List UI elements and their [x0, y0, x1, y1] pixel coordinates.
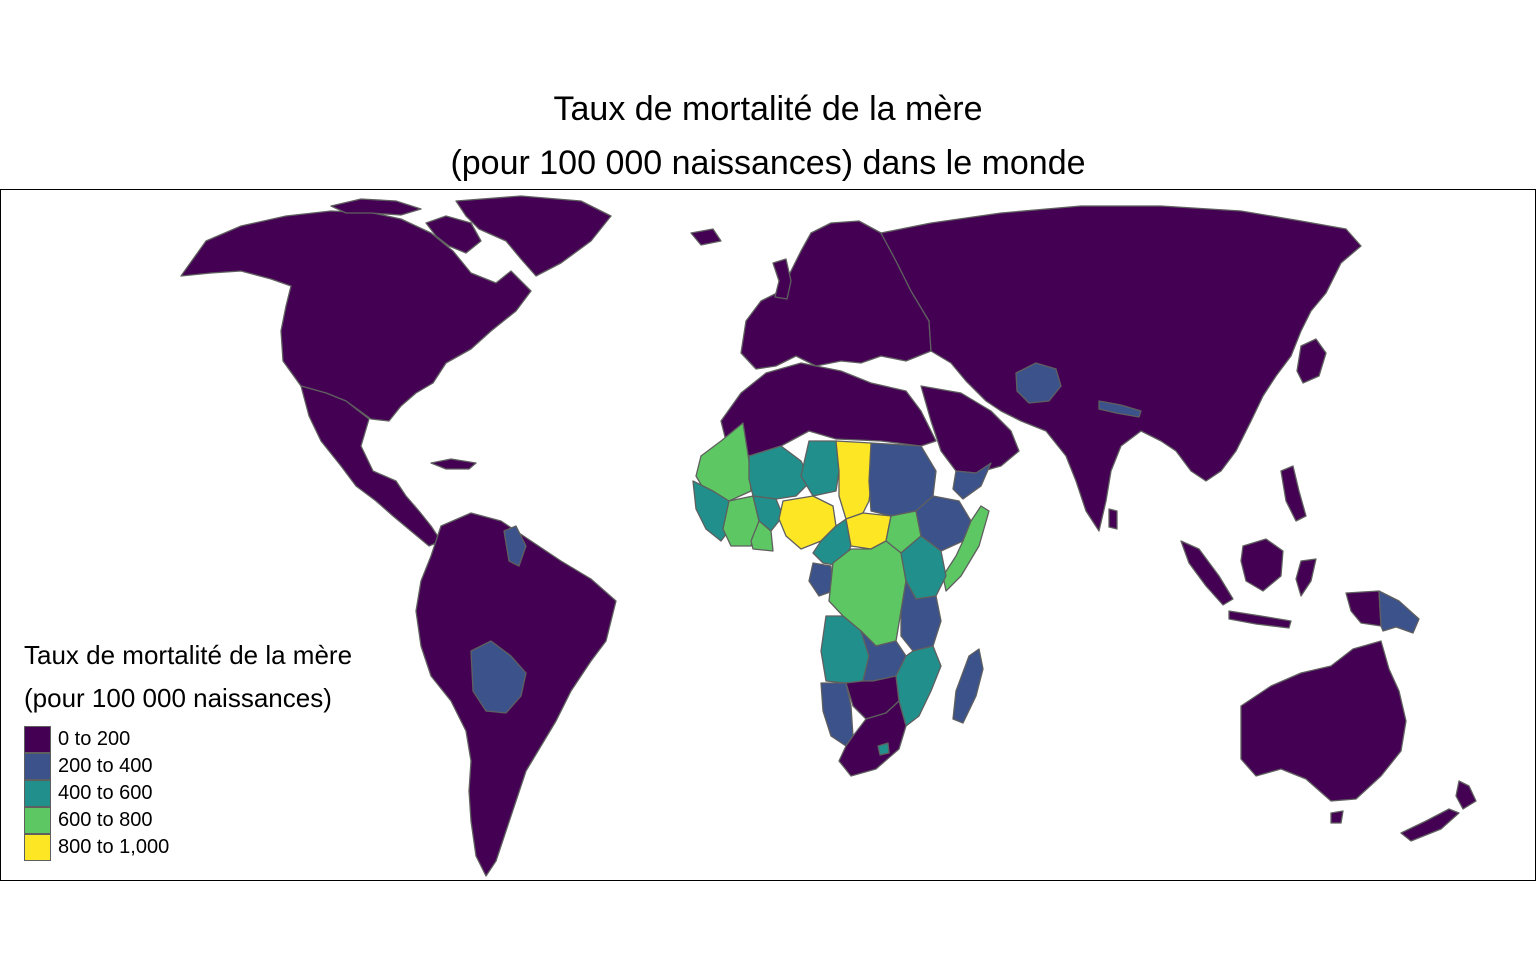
region-java [1228, 610, 1292, 629]
region-mexico-central-america [300, 385, 442, 547]
legend-label: 200 to 400 [58, 755, 153, 777]
map-frame [0, 189, 1536, 881]
legend-title-line-2: (pour 100 000 naissances) [24, 683, 332, 713]
region-west-papua [1345, 590, 1382, 627]
region-chad [835, 440, 874, 520]
region-guyana [503, 525, 527, 567]
legend-swatch [24, 753, 51, 780]
region-sri-lanka [1108, 508, 1118, 530]
region-new-zealand-south [1400, 808, 1460, 842]
region-borneo [1240, 538, 1284, 592]
chart-title-line-1: Taux de mortalité de la mère [553, 90, 983, 128]
legend-item: 600 to 800 [24, 807, 352, 834]
region-mauritania [695, 422, 752, 502]
legend-swatch [24, 780, 51, 807]
region-sulawesi [1295, 558, 1317, 597]
region-australia [1240, 640, 1407, 802]
legend-swatch [24, 834, 51, 861]
region-cuba [430, 458, 477, 470]
region-papua-new-guinea [1378, 590, 1420, 634]
region-south-africa [838, 700, 907, 777]
legend-item: 800 to 1,000 [24, 834, 352, 861]
legend-swatch [24, 726, 51, 753]
region-greenland [455, 195, 612, 277]
region-gabon [808, 562, 834, 597]
region-iceland [690, 228, 722, 246]
region-new-zealand-north [1455, 780, 1477, 810]
region-afghanistan [1015, 362, 1062, 404]
region-baffin [425, 215, 482, 254]
region-north-america [180, 210, 532, 422]
legend-label: 600 to 800 [58, 809, 153, 831]
legend-label: 400 to 600 [58, 782, 153, 804]
legend-swatch [24, 807, 51, 834]
region-arctic-islands [330, 198, 422, 216]
region-arabia [920, 385, 1020, 474]
chart-title-line-2: (pour 100 000 naissances) dans le monde [450, 144, 1086, 182]
region-bolivia [470, 640, 527, 714]
region-somalia [942, 505, 990, 592]
world-map [180, 195, 1477, 877]
region-mali [748, 445, 812, 500]
region-horn-of-africa [952, 462, 992, 500]
region-madagascar [952, 648, 984, 724]
legend-item: 200 to 400 [24, 753, 352, 780]
legend-item: 0 to 200 [24, 726, 352, 753]
region-uk [772, 258, 792, 300]
region-nepal [1098, 400, 1142, 418]
region-philippines [1280, 465, 1307, 522]
legend-item: 400 to 600 [24, 780, 352, 807]
region-sumatra [1180, 540, 1234, 606]
region-russia-asia [880, 205, 1362, 532]
legend-label: 0 to 200 [58, 728, 131, 750]
region-lesotho [877, 742, 890, 756]
legend: Taux de mortalité de la mère (pour 100 0… [24, 634, 352, 861]
region-ghana [750, 520, 774, 552]
region-japan [1296, 338, 1327, 384]
legend-items: 0 to 200 200 to 400 400 to 600 600 to 80… [24, 726, 352, 861]
legend-title-line-1: Taux de mortalité de la mère [24, 640, 353, 670]
region-niger [800, 440, 840, 497]
region-tasmania [1330, 810, 1344, 824]
legend-label: 800 to 1,000 [58, 836, 170, 858]
